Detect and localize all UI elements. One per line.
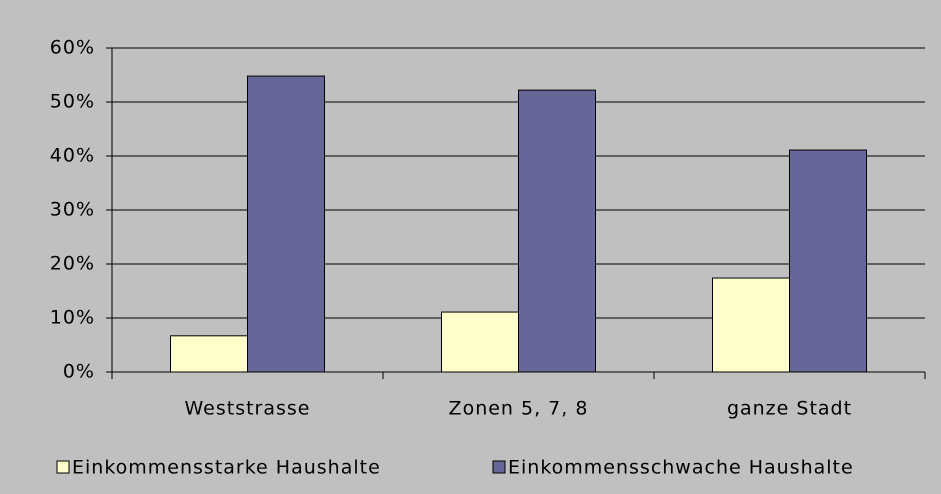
y-tick-label: 60% [50,37,95,59]
y-tick-label: 20% [50,253,95,275]
legend-swatch [56,460,70,474]
bar [247,75,325,373]
bar [170,335,248,373]
legend-label: Einkommensstarke Haushalte [72,457,381,479]
legend-label: Einkommensschwache Haushalte [508,457,854,479]
bar [518,89,596,373]
x-tick-label: Weststrasse [184,398,310,420]
x-tick-label: Zonen 5, 7, 8 [449,398,589,420]
x-tick-label: ganze Stadt [727,398,852,420]
bar [712,277,790,373]
y-tick-label: 10% [50,307,95,329]
y-tick-label: 30% [50,199,95,221]
legend-swatch [492,460,506,474]
bar [789,149,867,373]
y-tick-label: 40% [50,145,95,167]
y-tick-label: 50% [50,91,95,113]
bar [441,311,519,373]
y-tick-label: 0% [63,361,95,383]
